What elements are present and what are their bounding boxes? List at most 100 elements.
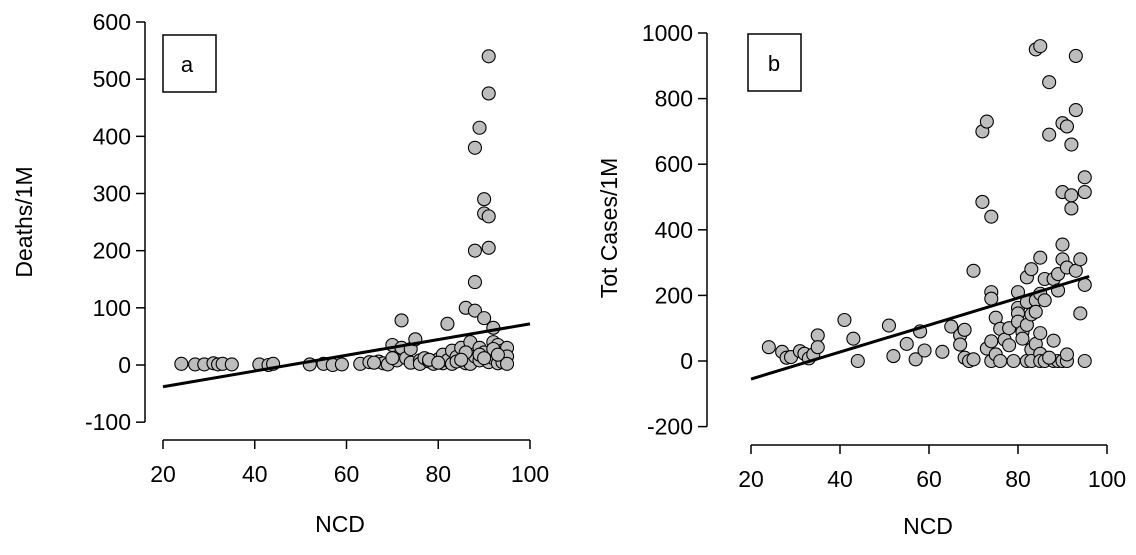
panel-b-data-point <box>967 353 980 366</box>
panel-b-data-point <box>887 350 900 363</box>
panel-a-x-tick-label: 100 <box>511 461 549 487</box>
panel-b-y-tick-label: 0 <box>680 348 693 374</box>
panel-a-data-point <box>468 141 481 154</box>
panel-b-data-point <box>1034 251 1047 264</box>
panel-b-data-point <box>1074 307 1087 320</box>
panel-b-label-box: b <box>748 34 801 91</box>
panel-b-y-tick-label: -200 <box>647 414 693 440</box>
panel-b-data-point <box>1065 202 1078 215</box>
panel-b-data-point <box>1060 348 1073 361</box>
panel-b-data-point <box>811 329 824 342</box>
panel-a-data-point <box>491 348 504 361</box>
panel-a-data-point <box>473 121 486 134</box>
panel-a-x-tick-label: 80 <box>425 461 451 487</box>
panel-a-data-point <box>368 356 381 369</box>
panel-a-xlabel: NCD <box>315 511 365 537</box>
panel-a-marks <box>163 50 530 387</box>
panel-a-y-tick-label: 0 <box>118 352 131 378</box>
panel-b-data-point <box>1043 128 1056 141</box>
panel-b-data-point <box>1078 186 1091 199</box>
panel-b-data-point <box>900 337 913 350</box>
panel-b-data-point <box>958 323 971 336</box>
panel-a-data-point <box>482 210 495 223</box>
panel-b-x-tick-label: 40 <box>827 466 853 492</box>
panel-a-data-point <box>386 352 399 365</box>
panel-b-ylabel: Tot Cases/1M <box>596 158 622 299</box>
panel-b-axes: -200 0 200 400 600 800 1000 20 40 60 80 100 <box>642 20 1126 492</box>
panel-b-data-point <box>762 341 775 354</box>
panel-b-data-point <box>936 345 949 358</box>
panel-a-y-tick-label: 600 <box>93 9 131 35</box>
panel-b-data-point <box>985 335 998 348</box>
panel-b-data-point <box>985 210 998 223</box>
panel-b-data-point <box>1016 332 1029 345</box>
panel-a-data-point <box>432 356 445 369</box>
panel-b-data-point <box>994 355 1007 368</box>
panel-b-data-point <box>918 344 931 357</box>
panel-a-data-point <box>482 87 495 100</box>
panel-b-data-point <box>980 115 993 128</box>
panel-a-data-point <box>482 241 495 254</box>
panel-a-data-point <box>478 193 491 206</box>
panel-b-x-tick-label: 100 <box>1088 466 1126 492</box>
panel-b-data-point <box>1003 339 1016 352</box>
panel-a-y-tick-label: 500 <box>93 66 131 92</box>
panel-b-data-point <box>1025 263 1038 276</box>
panel-b-marks <box>751 40 1091 379</box>
panel-a-letter: a <box>181 52 194 77</box>
panel-a-y-tick-label: -100 <box>85 409 131 435</box>
panel-b-y-tick-label: 600 <box>655 151 693 177</box>
panel-b-data-point <box>967 264 980 277</box>
panel-a-x-tick-label: 20 <box>150 461 176 487</box>
panel-b-data-point <box>1078 171 1091 184</box>
panel-b-data-point <box>1069 49 1082 62</box>
panel-b-y-tick-label: 1000 <box>642 20 693 46</box>
panel-b-x-tick-label: 60 <box>916 466 942 492</box>
panel-b-data-point <box>1056 238 1069 251</box>
panel-b-data-point <box>811 341 824 354</box>
panel-a-data-point <box>455 353 468 366</box>
panel-a-x-tick-label: 60 <box>334 461 360 487</box>
panel-b: -200 0 200 400 600 800 1000 20 40 60 80 100 NCD Tot… <box>596 20 1126 539</box>
panel-b-data-point <box>1043 351 1056 364</box>
panel-a-data-point <box>468 244 481 257</box>
panel-b-data-point <box>1065 189 1078 202</box>
panel-b-data-point <box>1034 40 1047 53</box>
panel-b-data-point <box>847 332 860 345</box>
panel-a-y-tick-label: 300 <box>93 181 131 207</box>
panel-b-data-point <box>1007 355 1020 368</box>
panel-b-data-point <box>1078 355 1091 368</box>
panel-b-data-point <box>1074 253 1087 266</box>
panel-b-data-point <box>1034 327 1047 340</box>
panel-a-y-tick-label: 100 <box>93 295 131 321</box>
panel-a-x-tick-label: 40 <box>242 461 268 487</box>
panel-b-data-point <box>1043 76 1056 89</box>
panel-b-data-point <box>838 314 851 327</box>
panel-a-data-point <box>395 314 408 327</box>
panel-b-x-tick-label: 20 <box>738 466 764 492</box>
panel-b-data-point <box>1060 120 1073 133</box>
panel-a-data-point <box>468 276 481 289</box>
panel-b-y-tick-label: 400 <box>655 217 693 243</box>
panel-b-y-tick-label: 200 <box>655 282 693 308</box>
panel-b-data-point <box>976 195 989 208</box>
panel-a-ylabel: Deaths/1M <box>11 166 37 277</box>
panel-b-xlabel: NCD <box>903 513 953 539</box>
panel-b-data-point <box>882 319 895 332</box>
panel-a-y-tick-label: 400 <box>93 123 131 149</box>
panel-b-y-tick-label: 800 <box>655 86 693 112</box>
panel-a-data-point <box>175 357 188 370</box>
panel-a-data-point <box>225 358 238 371</box>
panel-b-data-point <box>1065 138 1078 151</box>
panel-a-data-point <box>441 317 454 330</box>
panel-a-data-point <box>335 358 348 371</box>
panel-b-x-tick-label: 80 <box>1005 466 1031 492</box>
panel-b-data-point <box>1047 334 1060 347</box>
panel-a-label-box: a <box>163 35 216 92</box>
panel-b-data-point <box>851 355 864 368</box>
panel-a: -100 0 100 200 300 400 500 600 20 40 60 80 100 NCD D… <box>11 9 549 537</box>
panel-a-data-point <box>482 50 495 63</box>
panel-a-data-point <box>478 352 491 365</box>
